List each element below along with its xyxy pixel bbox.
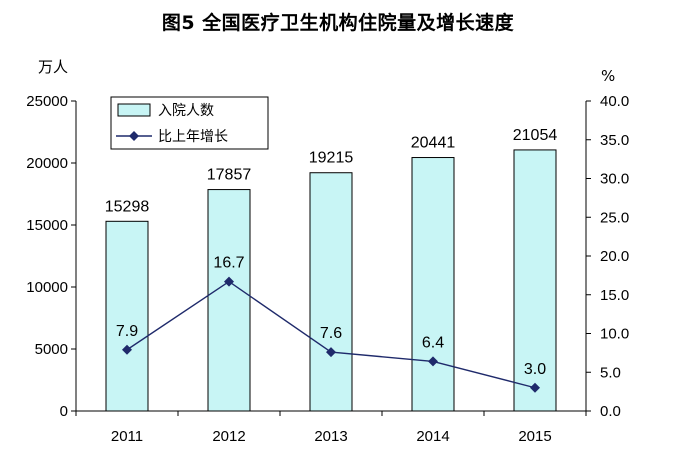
right-tick-label: 5.0 <box>600 364 621 381</box>
legend-bar-swatch <box>117 103 151 117</box>
left-tick-label: 10000 <box>26 279 68 296</box>
right-tick-label: 15.0 <box>600 287 629 304</box>
line-point <box>530 382 540 393</box>
bar-value-label: 15298 <box>105 198 150 215</box>
line-point <box>224 276 234 287</box>
bar <box>513 149 557 412</box>
bar-value-label: 19215 <box>309 150 354 167</box>
x-tick-label: 2011 <box>111 428 143 445</box>
legend-line-label: 比上年增长 <box>158 129 228 145</box>
line-value-label: 6.4 <box>422 334 444 351</box>
bar <box>105 220 149 412</box>
x-tick-label: 2015 <box>518 428 551 445</box>
right-tick-label: 10.0 <box>600 326 629 343</box>
bar-series <box>105 149 557 412</box>
bar <box>207 189 251 412</box>
right-tick-label: 20.0 <box>600 248 629 265</box>
line-value-label: 3.0 <box>524 361 546 378</box>
data-labels: 15298 17857 19215 20441 21054 7.9 16.7 7.6 6.4 3.… <box>105 127 558 378</box>
bar <box>309 172 353 412</box>
line-point <box>326 347 336 358</box>
left-tick-label: 25000 <box>26 93 68 110</box>
x-tick-label: 2013 <box>314 428 347 445</box>
left-axis-unit: 万人 <box>38 58 68 76</box>
legend-bar-label: 入院人数 <box>158 103 214 119</box>
right-tick-label: 25.0 <box>600 209 629 226</box>
legend-line-marker <box>129 131 139 141</box>
axes: 0 5000 10000 15000 20000 25000 0.0 5.0 10.0 15.0 2… <box>26 58 629 445</box>
line-value-label: 16.7 <box>213 255 244 272</box>
bar-value-label: 21054 <box>513 127 558 144</box>
left-tick-label: 15000 <box>26 217 68 234</box>
line-value-label: 7.6 <box>320 325 342 342</box>
right-tick-label: 0.0 <box>600 403 621 420</box>
line-point <box>122 344 132 355</box>
left-tick-label: 5000 <box>35 341 68 358</box>
x-tick-label: 2012 <box>212 428 245 445</box>
left-tick-label: 0 <box>60 403 68 420</box>
bar-value-label: 20441 <box>411 135 456 152</box>
bar-value-label: 17857 <box>207 167 252 184</box>
line-series <box>122 276 540 393</box>
right-tick-label: 30.0 <box>600 171 629 188</box>
bar <box>411 157 455 412</box>
right-axis-unit: % <box>601 67 615 85</box>
right-tick-label: 35.0 <box>600 132 629 149</box>
line-point <box>428 356 438 367</box>
line-value-label: 7.9 <box>116 323 138 340</box>
x-tick-label: 2014 <box>416 428 449 445</box>
right-tick-label: 40.0 <box>600 93 629 110</box>
chart-title: 图5 全国医疗卫生机构住院量及增长速度 <box>161 12 515 34</box>
left-tick-label: 20000 <box>26 155 68 172</box>
